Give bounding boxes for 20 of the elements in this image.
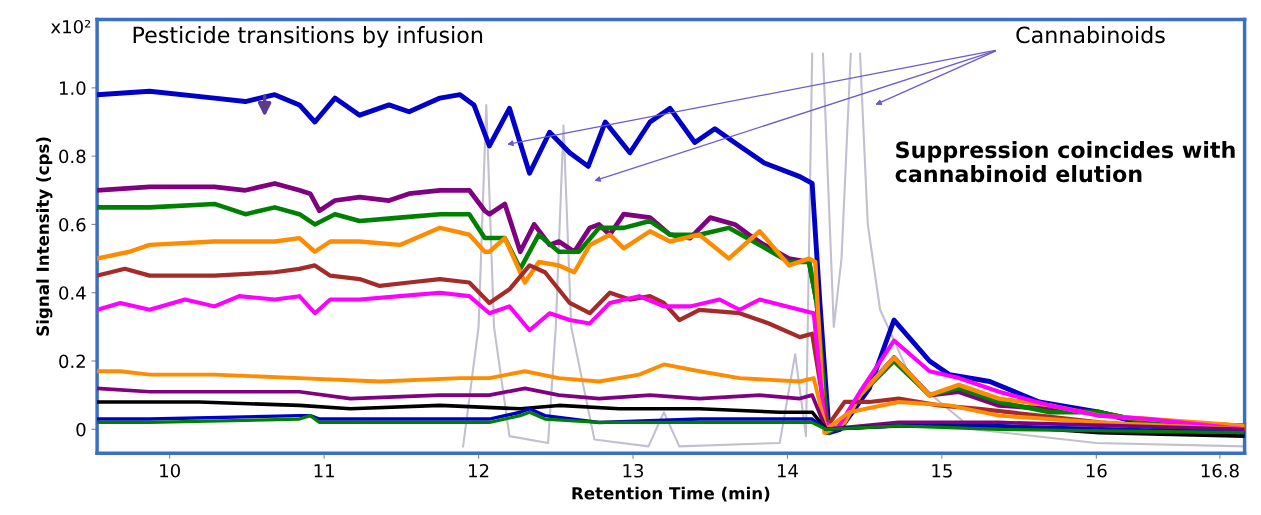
annotation: Cannabinoids [1016,26,1165,44]
y-axis-title: Signal Intensity (cps) [36,137,53,336]
x-tick-label: 16 [1086,463,1107,478]
x-tick-label: 10 [160,463,180,478]
y-tick-label: 1.0 [59,81,86,95]
x-tick-label: 13 [623,463,644,478]
x-tick-label: 16.8 [1201,463,1239,478]
x-tick-label: 12 [469,463,489,478]
y-tick-label: 0.2 [59,354,85,369]
x-tick-label: 11 [314,464,334,478]
x-tick-label: 14 [777,464,798,478]
annotation: Pesticide transitions by infusion [133,26,483,48]
x-tick-label: 15 [932,464,952,478]
text: x10² [50,19,91,34]
y-tick-label: 0 [76,422,86,437]
x-axis-title: Retention Time (min) [572,486,770,502]
annotation: Suppression coincides with cannabinoid elution [895,140,1235,183]
y-tick-label: 0.4 [59,286,86,300]
y-tick-label: 0.8 [59,149,86,164]
y-tick-label: 0.6 [59,217,86,232]
